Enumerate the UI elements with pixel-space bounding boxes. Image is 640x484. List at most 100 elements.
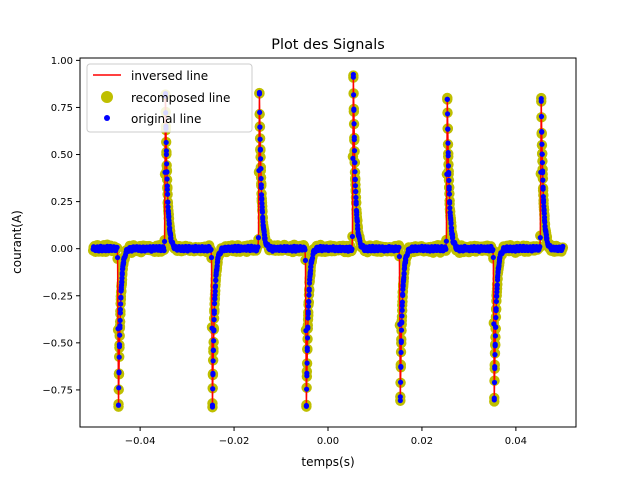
original-point <box>119 275 125 281</box>
original-point <box>540 168 546 174</box>
y-axis-label: courant(A) <box>10 210 24 274</box>
original-point <box>352 169 358 175</box>
original-point <box>114 254 121 261</box>
original-point <box>447 200 453 206</box>
original-point <box>208 254 215 261</box>
original-point <box>396 244 402 250</box>
original-point <box>397 397 403 404</box>
original-point <box>398 339 404 346</box>
y-tick-label: 0.25 <box>51 197 73 208</box>
original-point <box>400 292 406 299</box>
original-point <box>117 325 123 331</box>
original-point <box>305 311 311 317</box>
original-point <box>401 271 407 277</box>
original-point <box>305 315 311 321</box>
y-tick-label: 0.75 <box>51 103 73 114</box>
x-tick-label: 0.00 <box>317 436 339 447</box>
legend-label-original-line: original line <box>131 112 201 126</box>
y-tick-label: 0.00 <box>51 244 73 255</box>
original-point <box>445 163 452 169</box>
original-point <box>164 186 170 193</box>
x-tick-label: −0.04 <box>125 436 156 447</box>
legend-box <box>86 63 253 133</box>
legend: inversed line recomposed line original l… <box>86 63 253 133</box>
original-point <box>115 402 122 408</box>
original-point <box>213 277 219 284</box>
legend-label-recomposed-line: recomposed line <box>131 91 230 105</box>
original-point <box>164 161 170 167</box>
original-point <box>538 98 544 104</box>
original-point <box>257 109 263 115</box>
original-point <box>397 394 403 400</box>
original-point <box>446 177 452 184</box>
plot-area <box>87 70 569 413</box>
original-point <box>493 307 499 314</box>
original-point <box>351 137 357 143</box>
original-point <box>444 96 450 103</box>
original-point <box>260 214 266 220</box>
original-point <box>211 308 217 314</box>
original-point <box>491 379 498 386</box>
original-point <box>164 169 170 175</box>
original-point <box>397 379 404 385</box>
original-point <box>256 91 263 97</box>
original-point <box>492 363 498 370</box>
original-point <box>211 317 217 323</box>
original-point <box>304 373 310 379</box>
original-point <box>208 246 214 253</box>
y-tick-label: −0.75 <box>42 385 73 396</box>
original-point <box>303 402 309 409</box>
original-point <box>255 244 261 250</box>
original-point <box>305 325 311 331</box>
original-point <box>398 363 404 370</box>
original-point <box>540 199 547 205</box>
original-point <box>445 126 451 132</box>
original-point <box>542 219 548 225</box>
original-point <box>353 189 359 195</box>
original-point <box>257 136 263 142</box>
x-axis-label: temps(s) <box>301 455 354 469</box>
original-point <box>211 338 217 344</box>
original-point <box>492 352 498 358</box>
original-point <box>398 327 405 333</box>
data-layer <box>87 70 569 413</box>
original-point <box>494 285 500 292</box>
original-point <box>118 294 124 300</box>
original-point <box>161 238 168 245</box>
original-point <box>541 214 548 220</box>
original-point <box>560 243 566 249</box>
original-point <box>259 204 265 210</box>
original-point <box>537 244 543 250</box>
original-point <box>165 204 171 210</box>
original-point <box>351 121 357 127</box>
original-point <box>354 222 361 229</box>
original-point <box>161 247 167 254</box>
original-point <box>490 246 496 253</box>
original-point <box>165 199 171 205</box>
original-point <box>493 298 499 305</box>
original-point <box>352 183 359 189</box>
original-point <box>302 247 308 253</box>
legend-swatch-recomposed-line <box>101 91 113 103</box>
original-point <box>450 234 456 241</box>
chart-title: Plot des Signals <box>271 37 384 53</box>
original-point <box>354 218 360 225</box>
original-point <box>351 106 357 112</box>
original-point <box>448 220 454 226</box>
original-point <box>116 341 123 348</box>
original-point <box>304 347 310 354</box>
original-point <box>166 213 172 219</box>
original-point <box>539 159 546 166</box>
original-point <box>541 206 547 213</box>
original-point <box>350 92 357 98</box>
original-point <box>539 141 545 147</box>
original-point <box>255 235 262 241</box>
original-point <box>304 335 311 341</box>
x-tick-label: −0.02 <box>219 436 250 447</box>
original-point <box>446 184 452 190</box>
original-point <box>257 146 263 152</box>
original-point <box>399 307 405 313</box>
original-point <box>541 210 547 217</box>
original-point <box>211 327 217 333</box>
